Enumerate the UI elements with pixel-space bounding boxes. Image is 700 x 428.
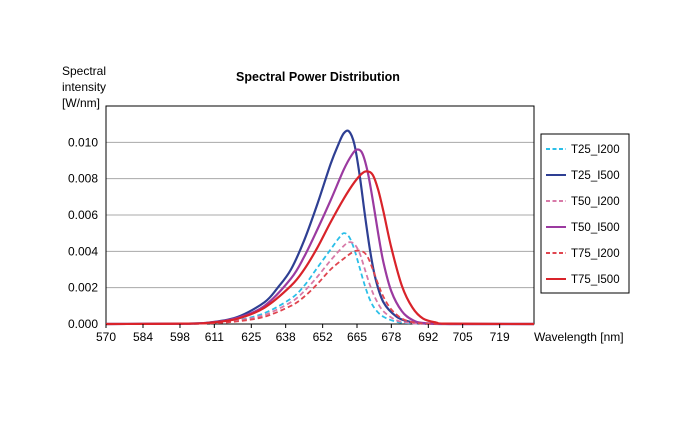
x-tick-label: 598 [170,330,190,344]
grid [106,141,534,289]
x-tick-label: 719 [490,330,510,344]
y-axis-label-line-1: Spectral [62,64,107,78]
legend-label: T25_I500 [571,170,620,182]
x-tick-label: 570 [96,330,116,344]
y-tick-label: 0.008 [68,172,98,186]
legend-label: T25_I200 [571,144,620,156]
legend-label: T50_I500 [571,222,620,234]
legend-label: T50_I200 [571,196,620,208]
legend: T25_I200 T25_I500 T50_I200 T50_I500 T75_I200… [546,144,620,286]
x-tick-label: 638 [276,330,296,344]
series-line-t75-i200 [105,249,534,325]
legend-label: T75_I200 [571,248,620,260]
series-line-t75-i500 [105,170,535,326]
series-line-t50-i500 [105,148,534,326]
x-tick-label: 625 [241,330,261,344]
y-axis-label-line-2: intensity [62,80,107,94]
legend-label: T75_I500 [571,274,620,286]
series-group [105,129,535,326]
y-axis-label-line-3: [W/nm] [62,96,100,110]
chart-title: Spectral Power Distribution [236,70,400,84]
x-axis-label: Wavelength [nm] [534,330,624,344]
series-line-t25-i500 [105,129,534,326]
x-tick-label: 678 [381,330,401,344]
y-tick-label: 0.000 [68,317,98,331]
x-tick-label: 665 [347,330,367,344]
y-tick-label: 0.006 [68,208,98,222]
x-tick-label: 705 [453,330,473,344]
series-line-t25-i200 [105,232,534,325]
x-tick-label: 611 [205,330,224,344]
series-line-t50-i200 [105,241,534,325]
y-ticks: 0.000 0.002 0.004 0.006 0.008 0.010 [68,135,98,331]
y-tick-label: 0.010 [68,135,98,149]
x-tick-label: 584 [133,330,153,344]
y-tick-label: 0.004 [68,244,98,258]
y-tick-label: 0.002 [68,281,98,295]
plot-frame [105,105,535,325]
x-ticks: 570 584 598 611 625 638 652 665 678 692 705 719 [96,324,510,344]
legend-box [540,133,630,294]
x-tick-label: 652 [313,330,333,344]
x-tick-label: 692 [418,330,438,344]
